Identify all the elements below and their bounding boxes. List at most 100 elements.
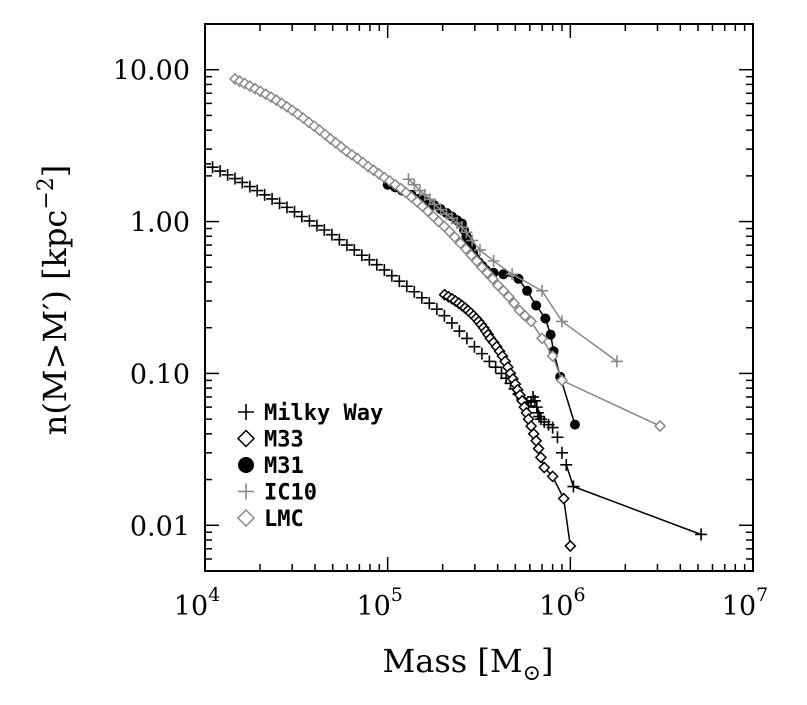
plus-marker [333, 233, 346, 246]
series-line-lmc [234, 78, 661, 427]
plus-marker [567, 480, 580, 493]
series-line-milky-way [565, 464, 702, 536]
plus-marker [229, 172, 242, 185]
diamond-marker [324, 132, 337, 146]
plus-marker [303, 214, 316, 227]
plus-marker [348, 243, 361, 256]
x-tick-label-base: 10 [722, 591, 756, 622]
series-milky-way [205, 157, 708, 541]
plus-marker [530, 401, 543, 414]
plus-marker [473, 243, 486, 256]
y-tick-label: 0.10 [130, 359, 190, 390]
x-tick-label-exponent: 5 [391, 584, 403, 606]
diamond-marker [470, 254, 483, 268]
circle-marker [238, 457, 254, 473]
plus-marker [238, 483, 254, 500]
plus-marker [445, 316, 458, 329]
diamond-marker [394, 182, 407, 195]
diamond-marker [302, 116, 315, 129]
diamond-marker [497, 284, 510, 297]
diamond-marker [546, 470, 559, 483]
plus-marker [325, 228, 338, 241]
y-tick-label: 1.00 [130, 208, 190, 239]
diamond-marker [399, 186, 413, 199]
plus-marker [288, 205, 301, 218]
plus-marker [408, 178, 421, 191]
x-axis-title-main: Mass [M [382, 642, 522, 680]
plus-marker [533, 410, 546, 423]
x-tick-label: 104 [174, 584, 220, 622]
legend-item-m31: M31 [238, 454, 304, 479]
plus-marker [238, 404, 254, 420]
plus-marker [393, 275, 406, 288]
diamond-marker [340, 145, 353, 158]
plus-marker [385, 269, 398, 282]
plus-marker [370, 258, 383, 271]
plus-marker [506, 268, 519, 281]
diamond-marker [459, 242, 472, 256]
diamond-marker [532, 442, 545, 455]
plus-marker [438, 309, 451, 322]
plus-marker [363, 253, 376, 266]
diamond-marker [286, 104, 299, 117]
y-tick-labels: 0.01 0.10 1.00 10.00 [113, 56, 190, 543]
circle-marker [545, 329, 556, 340]
plus-marker [487, 254, 500, 267]
diamond-marker [297, 112, 310, 125]
diamond-marker [534, 451, 547, 464]
diamond-marker [525, 315, 538, 328]
legend-label-milky-way: Milky Way [264, 401, 383, 426]
plus-marker [415, 291, 428, 304]
plus-marker [243, 180, 256, 193]
plus-marker [295, 210, 308, 223]
x-axis-title: Mass [M⊙] [382, 642, 553, 686]
diamond-marker [557, 492, 570, 505]
diamond-marker [275, 97, 288, 110]
diamond-marker [486, 272, 499, 285]
series-line-m31 [387, 183, 576, 425]
plus-marker [453, 325, 466, 338]
circle-marker [540, 313, 551, 324]
diamond-marker [518, 309, 531, 322]
diamond-marker [481, 266, 494, 279]
plus-marker [408, 285, 421, 298]
plus-marker [378, 263, 391, 276]
legend-item-ic10: IC10 [238, 481, 317, 506]
series-layer [205, 72, 708, 553]
diamond-marker [254, 85, 267, 98]
diamond-marker [508, 297, 521, 310]
circle-marker [522, 285, 533, 296]
plus-marker [266, 192, 279, 205]
plus-marker [205, 157, 211, 170]
diamond-marker [378, 171, 391, 184]
diamond-marker [308, 120, 321, 133]
circle-marker [498, 269, 509, 280]
series-m33 [438, 288, 577, 553]
plus-marker [528, 394, 541, 407]
plus-marker [489, 361, 502, 374]
x-tick-label-base: 10 [356, 591, 390, 622]
circle-marker [531, 300, 542, 311]
plus-marker [460, 226, 473, 239]
y-axis-title-main: n(M>M′) [kpc [36, 210, 74, 436]
plus-marker [280, 201, 293, 214]
axis-ticks [204, 23, 753, 572]
diamond-marker [313, 124, 326, 137]
diamond-marker [538, 461, 551, 474]
plus-marker [468, 340, 481, 353]
plus-marker [466, 234, 479, 247]
diamond-marker [454, 237, 467, 250]
x-tick-labels: 104 105 106 107 [174, 584, 768, 622]
plus-marker [355, 249, 368, 262]
legend-label-lmc: LMC [264, 507, 304, 532]
diamond-marker [555, 374, 569, 387]
plus-marker [460, 332, 473, 345]
plus-marker [551, 431, 564, 444]
plus-marker [318, 224, 331, 237]
plus-marker [536, 284, 549, 297]
plus-marker [214, 165, 227, 178]
x-tick-label-base: 10 [539, 591, 573, 622]
diamond-marker [448, 231, 461, 244]
x-tick-label: 105 [356, 584, 402, 622]
